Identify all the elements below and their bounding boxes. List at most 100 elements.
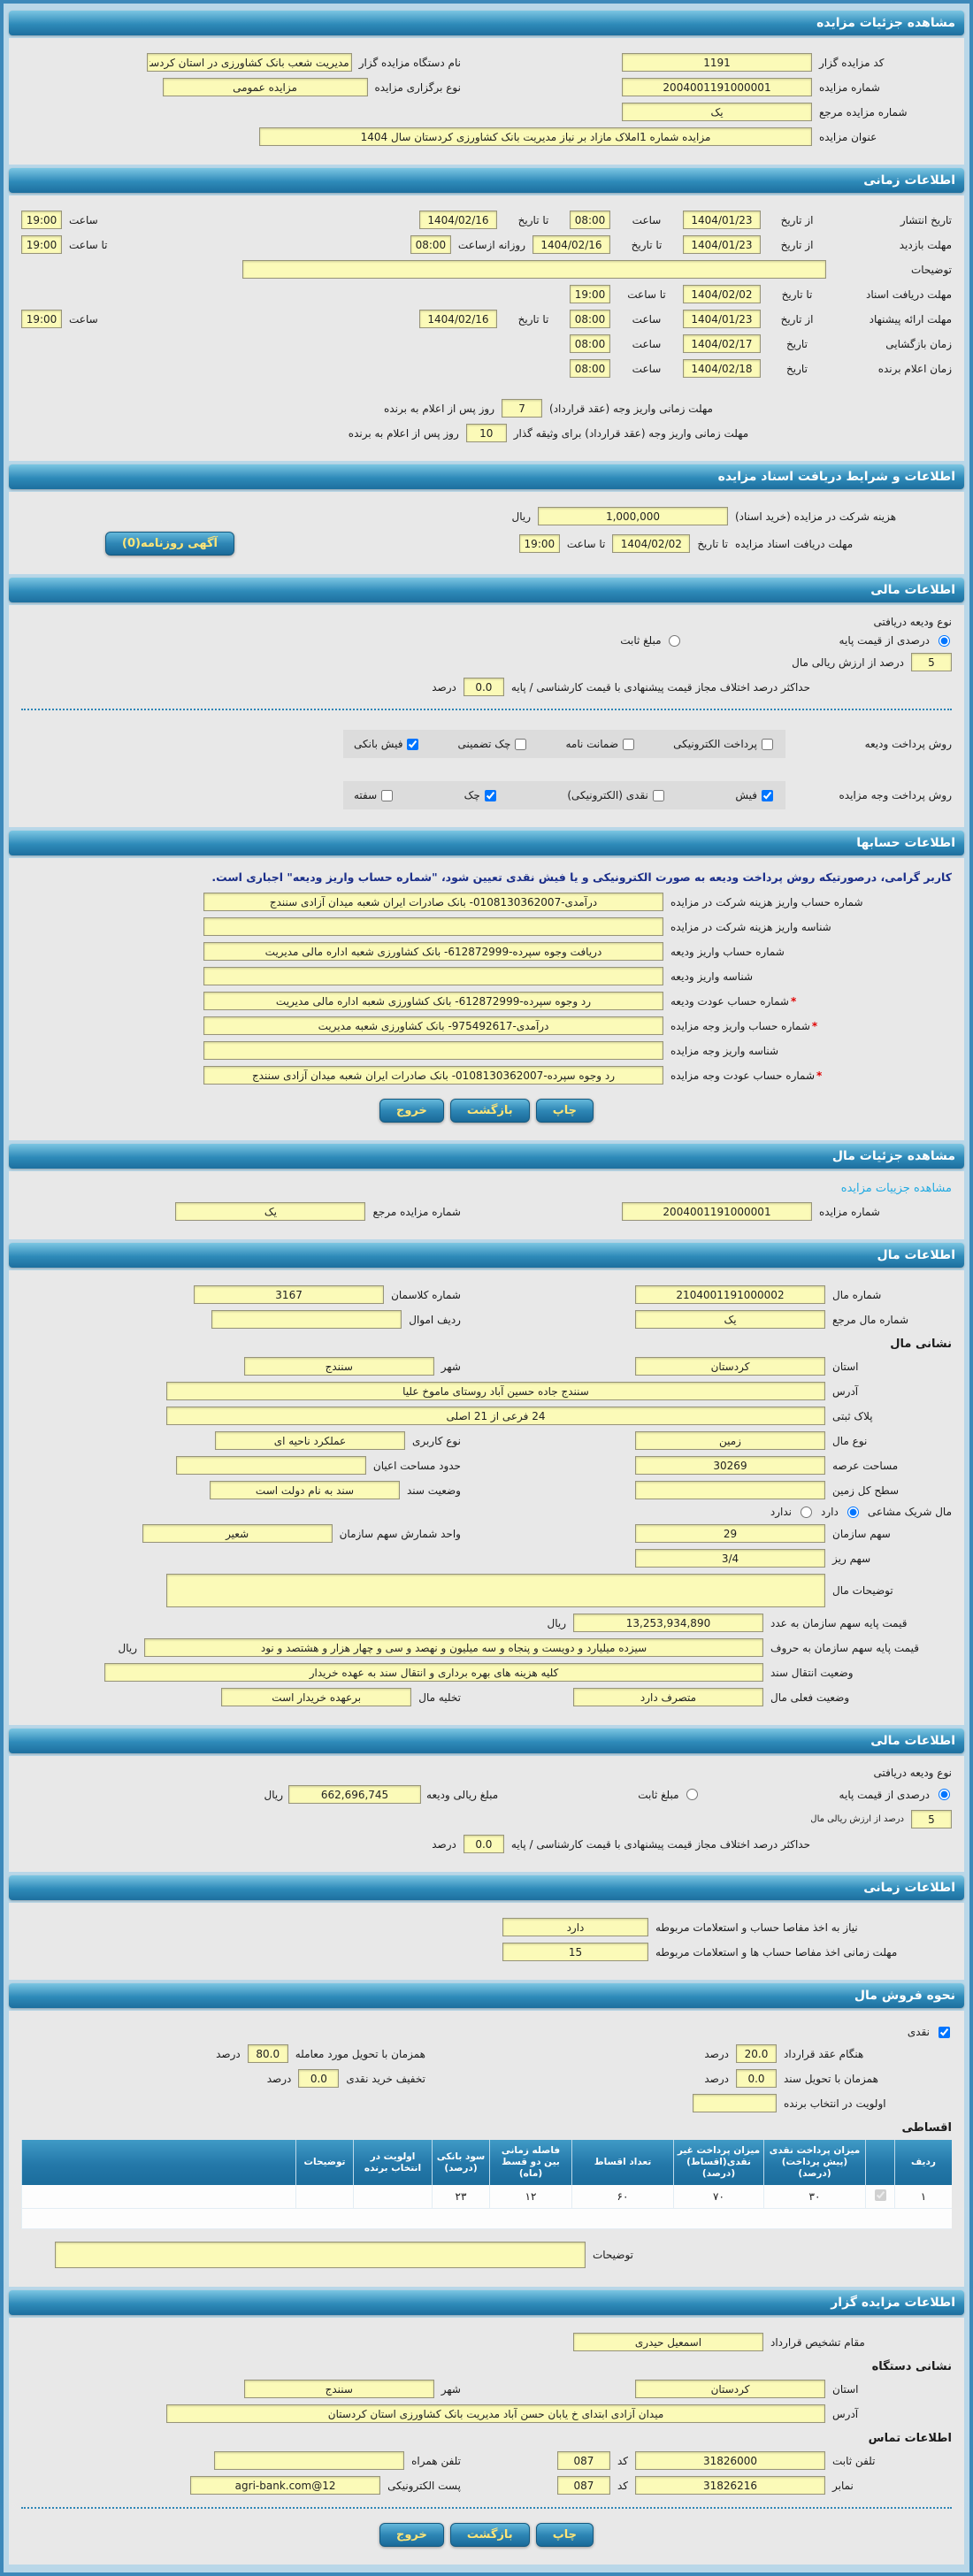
deposit-id-field[interactable] xyxy=(203,967,663,985)
auction-payment-account-field[interactable] xyxy=(203,1016,663,1035)
docs-receive-time-field[interactable] xyxy=(518,534,560,553)
org-address-field[interactable] xyxy=(166,2404,825,2424)
fixed-amount-radio-2[interactable] xyxy=(686,1789,698,1800)
max-diff-field[interactable] xyxy=(463,678,504,696)
building-area-field[interactable] xyxy=(175,1456,366,1475)
asset-ref-field[interactable] xyxy=(635,1310,825,1329)
visit-from-date-field[interactable] xyxy=(683,235,761,254)
max-diff-field-2[interactable] xyxy=(463,1835,504,1853)
share-detail-field[interactable] xyxy=(635,1549,825,1568)
plate-field[interactable] xyxy=(166,1407,825,1425)
fixed-amount-radio[interactable] xyxy=(668,634,680,647)
visit-to-date-field[interactable] xyxy=(532,235,610,254)
visit-daily-to-time-field[interactable] xyxy=(21,235,62,254)
fee-deposit-account-field[interactable] xyxy=(203,893,663,911)
total-land-field[interactable] xyxy=(635,1481,825,1499)
base-price-words-field[interactable] xyxy=(144,1638,763,1657)
clearance-deadline-field[interactable] xyxy=(502,1943,648,1961)
asset-number-field[interactable] xyxy=(635,1285,825,1304)
slip-checkbox[interactable] xyxy=(762,789,773,801)
auction-type-field[interactable] xyxy=(162,78,368,96)
exit-button-2[interactable]: خروج xyxy=(379,2523,444,2548)
auction-payment-id-field[interactable] xyxy=(203,1041,663,1060)
usage-type-field[interactable] xyxy=(214,1431,405,1450)
org-name-field[interactable] xyxy=(146,53,352,72)
phone-code-field[interactable] xyxy=(556,2451,610,2471)
print-button[interactable]: چاپ xyxy=(535,1099,594,1123)
email-field[interactable] xyxy=(190,2476,381,2496)
deposit-return-account-field[interactable] xyxy=(203,992,663,1010)
certified-check-checkbox[interactable] xyxy=(515,738,527,750)
winner-date-field[interactable] xyxy=(683,359,761,378)
time-description-field[interactable] xyxy=(242,260,826,279)
deed-status-field[interactable] xyxy=(210,1481,400,1499)
publish-from-time-field[interactable] xyxy=(570,211,610,229)
winner-priority-field[interactable] xyxy=(693,2094,777,2112)
cash-sale-checkbox[interactable] xyxy=(939,2026,950,2038)
evacuation-field[interactable] xyxy=(221,1688,412,1706)
shared-owner-no-radio[interactable] xyxy=(801,1506,813,1518)
phone-field[interactable] xyxy=(635,2451,825,2471)
promissory-note-checkbox[interactable] xyxy=(381,789,394,801)
asset-type-field[interactable] xyxy=(635,1431,825,1450)
deposit-percent-field[interactable] xyxy=(911,653,952,671)
check-checkbox[interactable] xyxy=(484,789,496,801)
province-field[interactable] xyxy=(635,1357,825,1376)
offer-to-date-field[interactable] xyxy=(419,310,497,328)
visit-daily-from-time-field[interactable] xyxy=(410,235,451,254)
cash-discount-field[interactable] xyxy=(298,2069,340,2088)
guarantee-letter-checkbox[interactable] xyxy=(623,738,635,750)
classification-field[interactable] xyxy=(194,1285,385,1304)
mobile-field[interactable] xyxy=(214,2451,405,2471)
auction-number-field[interactable] xyxy=(622,78,812,96)
publish-to-date-field[interactable] xyxy=(419,211,497,229)
payment-deadline-guarantor-field[interactable] xyxy=(465,424,507,442)
fee-deposit-id-field[interactable] xyxy=(203,917,663,936)
winner-time-field[interactable] xyxy=(570,359,610,378)
contract-authority-field[interactable] xyxy=(573,2333,763,2352)
auction-code-field[interactable] xyxy=(622,53,812,72)
asset-desc-field[interactable] xyxy=(166,1574,825,1607)
docs-deadline-date-field[interactable] xyxy=(683,285,761,303)
newspaper-ad-button[interactable]: آگهی روزنامه(0) xyxy=(105,532,234,556)
asset-auction-number-field[interactable] xyxy=(622,1202,812,1221)
deposit-account-field[interactable] xyxy=(203,942,663,961)
sale-desc-field[interactable] xyxy=(54,2242,586,2269)
fax-field[interactable] xyxy=(635,2476,825,2496)
land-area-field[interactable] xyxy=(635,1456,825,1475)
bank-slip-checkbox[interactable] xyxy=(407,738,419,750)
current-status-field[interactable] xyxy=(573,1688,763,1706)
base-price-field[interactable] xyxy=(573,1614,763,1632)
contract-percent-field[interactable] xyxy=(736,2044,777,2063)
cash-electronic-checkbox[interactable] xyxy=(652,789,664,801)
address-field[interactable] xyxy=(166,1382,825,1400)
offer-from-date-field[interactable] xyxy=(683,310,761,328)
fax-code-field[interactable] xyxy=(556,2476,610,2496)
share-unit-field[interactable] xyxy=(142,1524,333,1543)
back-button-2[interactable]: بازگشت xyxy=(449,2523,530,2548)
delivery-percent-field[interactable] xyxy=(247,2044,288,2063)
org-city-field[interactable] xyxy=(243,2380,434,2399)
auction-ref-field[interactable] xyxy=(622,103,812,121)
participation-fee-field[interactable] xyxy=(538,507,728,525)
auction-return-account-field[interactable] xyxy=(203,1066,663,1085)
print-button-2[interactable]: چاپ xyxy=(535,2523,594,2548)
org-province-field[interactable] xyxy=(635,2380,825,2399)
asset-auction-ref-field[interactable] xyxy=(175,1202,366,1221)
exit-button[interactable]: خروج xyxy=(379,1099,444,1123)
clearance-field[interactable] xyxy=(502,1918,648,1936)
shared-owner-yes-radio[interactable] xyxy=(847,1506,859,1518)
percent-of-base-radio[interactable] xyxy=(939,634,950,647)
docs-deadline-time-field[interactable] xyxy=(570,285,610,303)
opening-time-field[interactable] xyxy=(570,334,610,353)
assets-row-field[interactable] xyxy=(211,1310,402,1329)
electronic-payment-checkbox[interactable] xyxy=(762,738,773,750)
deposit-amount-field[interactable] xyxy=(288,1785,422,1804)
publish-from-date-field[interactable] xyxy=(683,211,761,229)
org-share-field[interactable] xyxy=(635,1524,825,1543)
view-auction-details-link[interactable]: مشاهده جزییات مزایده xyxy=(840,1182,952,1195)
deed-transfer-field[interactable] xyxy=(104,1663,763,1682)
percent-of-base-radio-2[interactable] xyxy=(939,1789,950,1800)
docs-receive-date-field[interactable] xyxy=(612,534,691,553)
city-field[interactable] xyxy=(243,1357,434,1376)
